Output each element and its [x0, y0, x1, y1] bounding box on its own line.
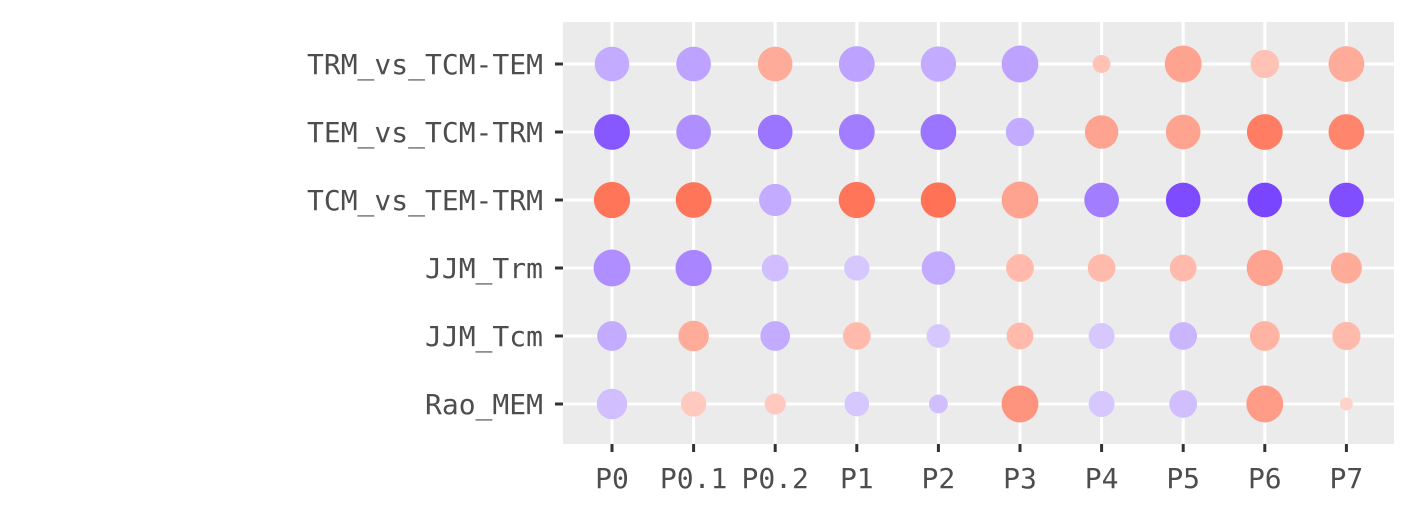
- data-point: [1328, 46, 1365, 82]
- data-point: [1328, 114, 1365, 150]
- data-point: [838, 181, 875, 219]
- data-point: [593, 181, 631, 219]
- x-tick-label: P4: [1085, 462, 1119, 495]
- data-point: [920, 46, 957, 82]
- x-axis: P0 P0.1 P0.2 P1 P2 P3 P4 P5 P6 P7: [595, 444, 1363, 495]
- data-point: [844, 255, 870, 281]
- data-point: [1340, 397, 1353, 411]
- data-point: [594, 46, 630, 82]
- data-point: [596, 388, 628, 420]
- data-point: [838, 114, 875, 150]
- data-point: [764, 393, 786, 415]
- data-point: [1169, 322, 1198, 350]
- data-point: [597, 321, 627, 351]
- data-point: [1165, 182, 1201, 218]
- data-point: [1169, 254, 1197, 282]
- data-point: [1169, 390, 1198, 418]
- plot-panel: [563, 22, 1394, 444]
- data-point: [675, 249, 712, 287]
- data-point: [1006, 322, 1034, 350]
- data-point: [675, 182, 712, 218]
- y-tick-label: TRM_vs_TCM-TEM: [307, 48, 543, 82]
- data-point: [1092, 55, 1111, 73]
- x-tick-label: P0: [595, 462, 629, 495]
- data-point: [1329, 182, 1364, 218]
- data-point: [1005, 117, 1035, 147]
- x-tick-label: P0.1: [660, 462, 727, 495]
- data-point: [920, 114, 957, 150]
- data-point: [593, 249, 631, 287]
- data-point: [680, 391, 707, 417]
- data-point: [1001, 181, 1039, 219]
- data-points: [593, 45, 1365, 423]
- y-axis: TRM_vs_TCM-TEM TEM_vs_TCM-TRM TCM_vs_TEM-T…: [307, 48, 563, 422]
- data-point: [759, 183, 792, 217]
- data-point: [761, 254, 789, 282]
- data-point: [1246, 385, 1284, 423]
- data-point: [676, 114, 711, 150]
- data-point: [678, 320, 709, 352]
- data-point: [1087, 254, 1116, 282]
- data-point: [760, 321, 791, 351]
- y-tick-label: JJM_Tcm: [425, 320, 543, 354]
- data-point: [1001, 385, 1039, 423]
- x-tick-label: P3: [1003, 462, 1037, 495]
- data-point: [1084, 182, 1119, 218]
- data-point: [757, 46, 793, 82]
- y-tick-label: TEM_vs_TCM-TRM: [307, 116, 543, 150]
- data-point: [594, 114, 630, 150]
- data-point: [1247, 182, 1283, 218]
- data-point: [1164, 45, 1202, 83]
- y-tick-label: Rao_MEM: [425, 388, 543, 422]
- data-point: [920, 182, 957, 218]
- data-point: [676, 46, 711, 82]
- x-tick-label: P2: [922, 462, 956, 495]
- data-point: [1006, 254, 1034, 282]
- y-tick-label: TCM_vs_TEM-TRM: [307, 184, 543, 218]
- x-tick-label: P1: [840, 462, 874, 495]
- data-point: [1165, 114, 1201, 150]
- data-point: [921, 251, 956, 285]
- data-point: [1250, 49, 1279, 79]
- x-tick-label: P6: [1248, 462, 1282, 495]
- data-point: [1084, 115, 1119, 149]
- data-point: [926, 324, 951, 348]
- x-tick-label: P7: [1330, 462, 1364, 495]
- data-point: [929, 394, 948, 414]
- data-point: [1088, 391, 1115, 417]
- data-point: [1330, 252, 1362, 284]
- data-point: [842, 322, 871, 350]
- data-point: [1249, 321, 1280, 351]
- data-point: [838, 46, 875, 82]
- data-point: [1246, 249, 1283, 287]
- data-point: [757, 114, 793, 150]
- x-tick-label: P0.2: [741, 462, 808, 495]
- y-tick-label: JJM_Trm: [425, 252, 543, 286]
- data-point: [1246, 114, 1283, 150]
- x-tick-label: P5: [1166, 462, 1200, 495]
- data-point: [1001, 45, 1039, 83]
- data-point: [1088, 323, 1115, 349]
- data-point: [844, 391, 870, 417]
- data-point: [1332, 321, 1361, 351]
